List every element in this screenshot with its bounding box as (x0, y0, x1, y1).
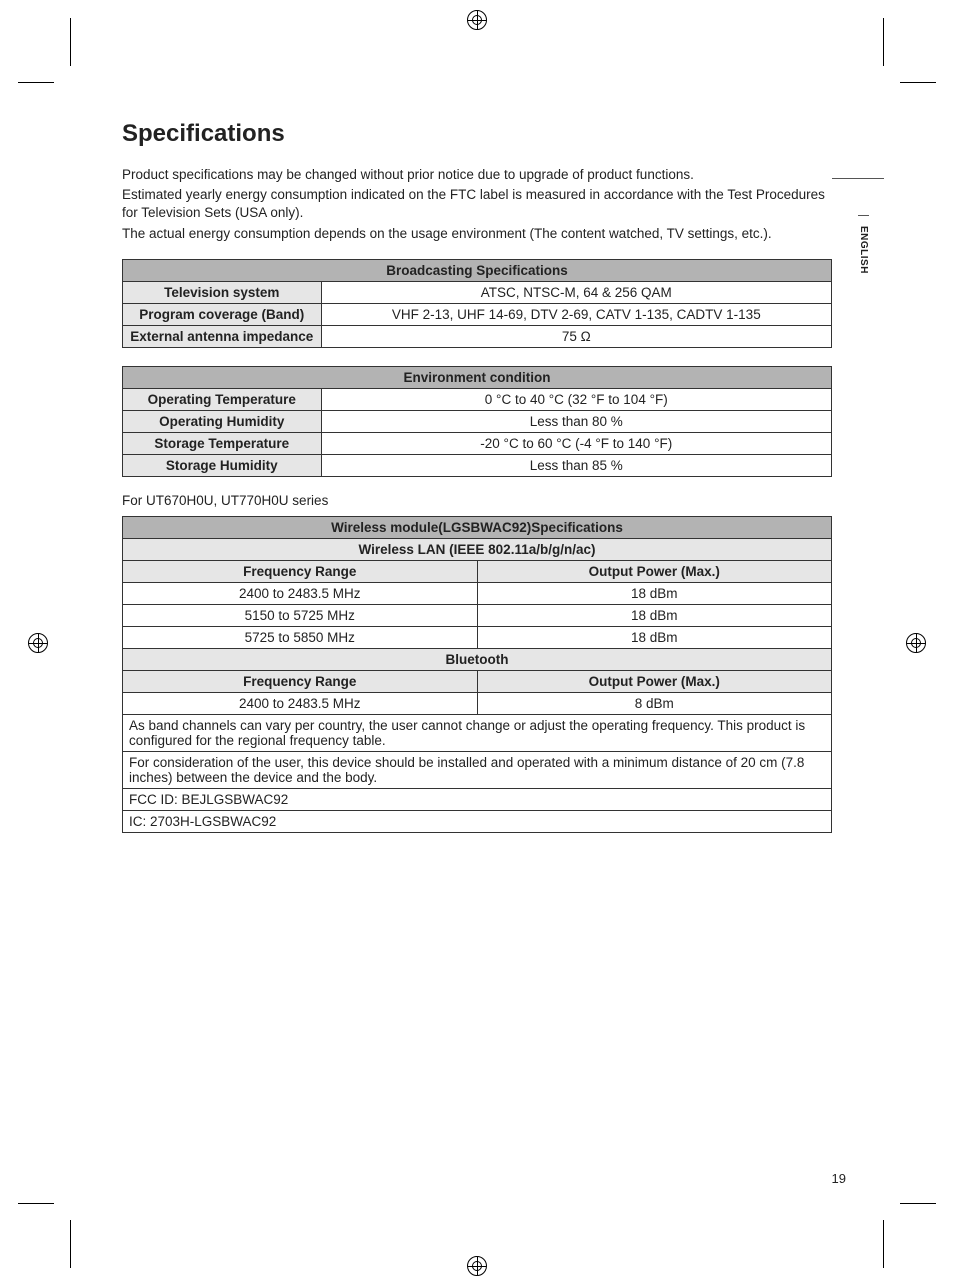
power-cell: 8 dBm (477, 692, 832, 714)
column-header: Frequency Range (123, 560, 478, 582)
row-value: 0 °C to 40 °C (32 °F to 104 °F) (321, 388, 831, 410)
row-label: Storage Humidity (123, 454, 322, 476)
table-row: 5150 to 5725 MHz 18 dBm (123, 604, 832, 626)
table-row: 2400 to 2483.5 MHz 18 dBm (123, 582, 832, 604)
note-cell: FCC ID: BEJLGSBWAC92 (123, 788, 832, 810)
table-row: FCC ID: BEJLGSBWAC92 (123, 788, 832, 810)
note-cell: For consideration of the user, this devi… (123, 751, 832, 788)
broadcast-spec-table: Broadcasting Specifications Television s… (122, 259, 832, 348)
language-tab: ENGLISH (858, 215, 869, 274)
table-row: For consideration of the user, this devi… (123, 751, 832, 788)
row-label: External antenna impedance (123, 325, 322, 347)
series-note: For UT670H0U, UT770H0U series (122, 493, 832, 508)
power-cell: 18 dBm (477, 604, 832, 626)
side-tab-divider (832, 178, 884, 179)
table-row: Operating Humidity Less than 80 % (123, 410, 832, 432)
row-label: Program coverage (Band) (123, 303, 322, 325)
column-header: Frequency Range (123, 670, 478, 692)
row-label: Storage Temperature (123, 432, 322, 454)
row-value: Less than 80 % (321, 410, 831, 432)
table-subheader: Bluetooth (123, 648, 832, 670)
crop-mark (70, 18, 71, 66)
row-label: Operating Humidity (123, 410, 322, 432)
row-value: VHF 2-13, UHF 14-69, DTV 2-69, CATV 1-13… (321, 303, 831, 325)
freq-cell: 2400 to 2483.5 MHz (123, 582, 478, 604)
table-row: IC: 2703H-LGSBWAC92 (123, 810, 832, 832)
table-row: 2400 to 2483.5 MHz 8 dBm (123, 692, 832, 714)
registration-mark-icon (467, 10, 487, 30)
row-value: Less than 85 % (321, 454, 831, 476)
table-row: Storage Temperature -20 °C to 60 °C (-4 … (123, 432, 832, 454)
crop-mark (900, 82, 936, 83)
intro-text: The actual energy consumption depends on… (122, 225, 832, 243)
crop-mark (883, 1220, 884, 1268)
intro-text: Product specifications may be changed wi… (122, 166, 832, 184)
intro-text: Estimated yearly energy consumption indi… (122, 186, 832, 222)
crop-mark (883, 18, 884, 66)
note-cell: IC: 2703H-LGSBWAC92 (123, 810, 832, 832)
wireless-spec-table: Wireless module(LGSBWAC92)Specifications… (122, 516, 832, 833)
crop-mark (18, 1203, 54, 1204)
page-title: Specifications (122, 120, 832, 148)
freq-cell: 5725 to 5850 MHz (123, 626, 478, 648)
row-value: ATSC, NTSC-M, 64 & 256 QAM (321, 281, 831, 303)
row-value: 75 Ω (321, 325, 831, 347)
note-cell: As band channels can vary per country, t… (123, 714, 832, 751)
power-cell: 18 dBm (477, 582, 832, 604)
registration-mark-icon (906, 633, 926, 653)
table-row: Operating Temperature 0 °C to 40 °C (32 … (123, 388, 832, 410)
table-row: As band channels can vary per country, t… (123, 714, 832, 751)
freq-cell: 2400 to 2483.5 MHz (123, 692, 478, 714)
row-label: Television system (123, 281, 322, 303)
row-label: Operating Temperature (123, 388, 322, 410)
table-row: Program coverage (Band) VHF 2-13, UHF 14… (123, 303, 832, 325)
power-cell: 18 dBm (477, 626, 832, 648)
freq-cell: 5150 to 5725 MHz (123, 604, 478, 626)
table-header: Broadcasting Specifications (123, 259, 832, 281)
table-subheader: Wireless LAN (IEEE 802.11a/b/g/n/ac) (123, 538, 832, 560)
column-header: Output Power (Max.) (477, 670, 832, 692)
page-number: 19 (832, 1171, 846, 1186)
table-row: Storage Humidity Less than 85 % (123, 454, 832, 476)
row-value: -20 °C to 60 °C (-4 °F to 140 °F) (321, 432, 831, 454)
environment-table: Environment condition Operating Temperat… (122, 366, 832, 477)
crop-mark (900, 1203, 936, 1204)
intro-block: Product specifications may be changed wi… (122, 166, 832, 243)
column-header: Output Power (Max.) (477, 560, 832, 582)
table-row: Television system ATSC, NTSC-M, 64 & 256… (123, 281, 832, 303)
table-row: 5725 to 5850 MHz 18 dBm (123, 626, 832, 648)
table-row: External antenna impedance 75 Ω (123, 325, 832, 347)
crop-mark (70, 1220, 71, 1268)
table-header: Environment condition (123, 366, 832, 388)
crop-mark (18, 82, 54, 83)
registration-mark-icon (28, 633, 48, 653)
registration-mark-icon (467, 1256, 487, 1276)
table-header: Wireless module(LGSBWAC92)Specifications (123, 516, 832, 538)
